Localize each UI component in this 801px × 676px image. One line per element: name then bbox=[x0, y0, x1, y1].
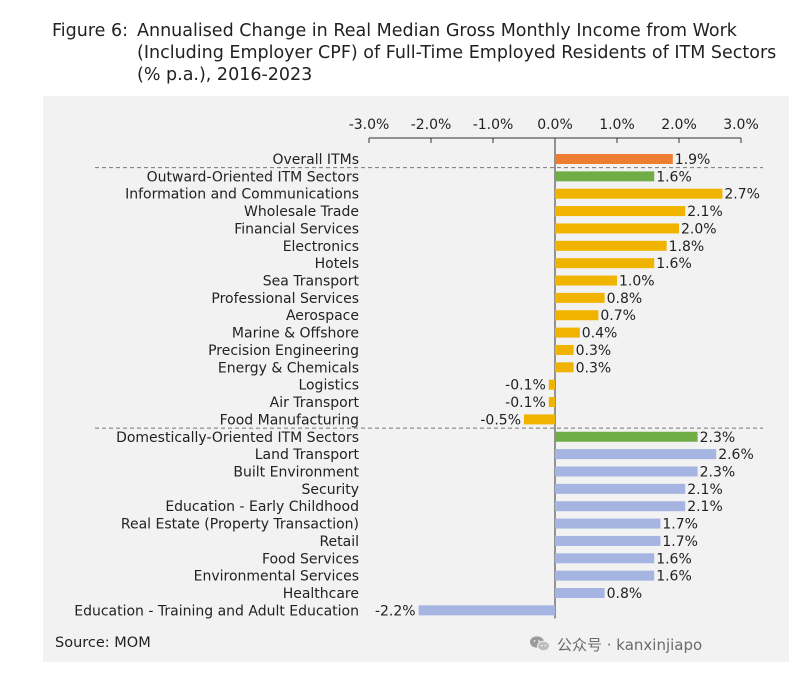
category-label: Financial Services bbox=[234, 221, 359, 237]
data-label: 2.3% bbox=[700, 464, 736, 480]
category-label: Wholesale Trade bbox=[244, 204, 359, 220]
watermark-text: 公众号 · kanxinjiapo bbox=[557, 636, 703, 654]
data-label: -0.1% bbox=[505, 395, 546, 411]
bar bbox=[555, 466, 698, 477]
data-label: 2.1% bbox=[687, 482, 723, 498]
category-label: Food Services bbox=[262, 551, 359, 567]
figure-label: Figure 6: bbox=[52, 21, 129, 41]
category-label: Energy & Chemicals bbox=[218, 360, 359, 376]
category-label: Marine & Offshore bbox=[232, 326, 359, 342]
category-label: Sea Transport bbox=[263, 274, 360, 290]
category-label: Education - Training and Adult Education bbox=[74, 603, 359, 619]
bar bbox=[555, 206, 686, 217]
bar-chart: -3.0% -2.0% -1.0% 0.0% 1.0% 2.0% 3.0% Overall I… bbox=[74, 117, 763, 619]
x-tick-label: -2.0% bbox=[411, 117, 452, 133]
category-label: Retail bbox=[319, 534, 359, 550]
data-label: 0.8% bbox=[607, 586, 643, 602]
bar bbox=[555, 275, 617, 286]
data-label: -0.1% bbox=[505, 378, 546, 394]
category-label: Outward-Oriented ITM Sectors bbox=[147, 169, 359, 185]
category-label: Domestically-Oriented ITM Sectors bbox=[116, 430, 359, 446]
bar bbox=[555, 258, 655, 269]
wechat-icon bbox=[529, 635, 551, 657]
bar bbox=[555, 327, 580, 338]
data-label: 1.6% bbox=[656, 551, 692, 567]
category-label: Information and Communications bbox=[125, 187, 359, 203]
category-label: Food Manufacturing bbox=[220, 412, 359, 428]
data-label: 0.4% bbox=[582, 326, 618, 342]
x-tick-label: 1.0% bbox=[599, 117, 635, 133]
data-label: -0.5% bbox=[480, 412, 521, 428]
data-label: 1.6% bbox=[656, 169, 692, 185]
chart-panel: -3.0% -2.0% -1.0% 0.0% 1.0% 2.0% 3.0% Overall I… bbox=[43, 96, 789, 662]
category-label: Real Estate (Property Transaction) bbox=[121, 517, 359, 533]
data-label: 1.6% bbox=[656, 569, 692, 585]
data-label: 1.7% bbox=[662, 517, 698, 533]
category-label: Aerospace bbox=[286, 308, 359, 324]
source-note: Source: MOM bbox=[55, 635, 151, 651]
figure-title-line-2: (Including Employer CPF) of Full-Time Em… bbox=[137, 43, 777, 63]
bar bbox=[555, 449, 717, 460]
bar bbox=[555, 431, 698, 442]
category-label: Electronics bbox=[283, 239, 359, 255]
category-label: Education - Early Childhood bbox=[165, 499, 359, 515]
data-label: 0.7% bbox=[600, 308, 636, 324]
x-tick-label: -3.0% bbox=[349, 117, 390, 133]
data-label: 1.6% bbox=[656, 256, 692, 272]
figure-title: Annualised Change in Real Median Gross M… bbox=[137, 20, 797, 86]
x-tick-label: -1.0% bbox=[473, 117, 514, 133]
bar bbox=[555, 483, 686, 494]
data-label: 2.0% bbox=[681, 221, 717, 237]
bar bbox=[555, 501, 686, 512]
category-label: Hotels bbox=[315, 256, 359, 272]
category-label: Professional Services bbox=[211, 291, 359, 307]
x-tick-label: 3.0% bbox=[723, 117, 759, 133]
bar bbox=[555, 535, 661, 546]
category-label: Precision Engineering bbox=[208, 343, 359, 359]
data-label: 1.9% bbox=[675, 152, 711, 168]
category-label: Air Transport bbox=[270, 395, 360, 411]
data-label: 0.3% bbox=[576, 360, 612, 376]
x-tick-label: 2.0% bbox=[661, 117, 697, 133]
bar bbox=[555, 588, 605, 598]
figure-title-line-3: (% p.a.), 2016-2023 bbox=[137, 65, 313, 85]
bar bbox=[555, 188, 723, 199]
category-label: Logistics bbox=[298, 378, 359, 394]
bar bbox=[555, 154, 673, 164]
bar bbox=[548, 397, 555, 408]
category-label: Built Environment bbox=[233, 464, 359, 480]
bar bbox=[418, 605, 555, 616]
bar bbox=[555, 518, 661, 529]
bar bbox=[555, 310, 599, 321]
data-label: 2.7% bbox=[724, 187, 760, 203]
data-label: -2.2% bbox=[375, 603, 416, 619]
category-label: Healthcare bbox=[283, 586, 359, 602]
bar bbox=[555, 240, 667, 251]
category-label: Security bbox=[302, 482, 360, 498]
bar bbox=[524, 414, 555, 425]
bar bbox=[555, 292, 605, 303]
bar bbox=[555, 570, 655, 581]
bar bbox=[555, 344, 574, 355]
data-label: 1.8% bbox=[669, 239, 705, 255]
data-label: 2.1% bbox=[687, 204, 723, 220]
data-label: 2.6% bbox=[718, 447, 754, 463]
bar bbox=[555, 553, 655, 564]
bar bbox=[555, 362, 574, 373]
category-label: Environmental Services bbox=[194, 569, 359, 585]
category-label: Overall ITMs bbox=[272, 152, 359, 168]
data-label: 0.8% bbox=[607, 291, 643, 307]
data-label: 0.3% bbox=[576, 343, 612, 359]
data-label: 1.7% bbox=[662, 534, 698, 550]
data-label: 2.3% bbox=[700, 430, 736, 446]
data-label: 2.1% bbox=[687, 499, 723, 515]
bar bbox=[548, 379, 555, 390]
figure-title-line-1: Annualised Change in Real Median Gross M… bbox=[137, 21, 737, 41]
category-label: Land Transport bbox=[255, 447, 360, 463]
bar bbox=[555, 171, 655, 182]
watermark: 公众号 · kanxinjiapo bbox=[529, 634, 702, 657]
data-label: 1.0% bbox=[619, 274, 655, 290]
bar bbox=[555, 223, 679, 234]
x-tick-label: 0.0% bbox=[537, 117, 573, 133]
